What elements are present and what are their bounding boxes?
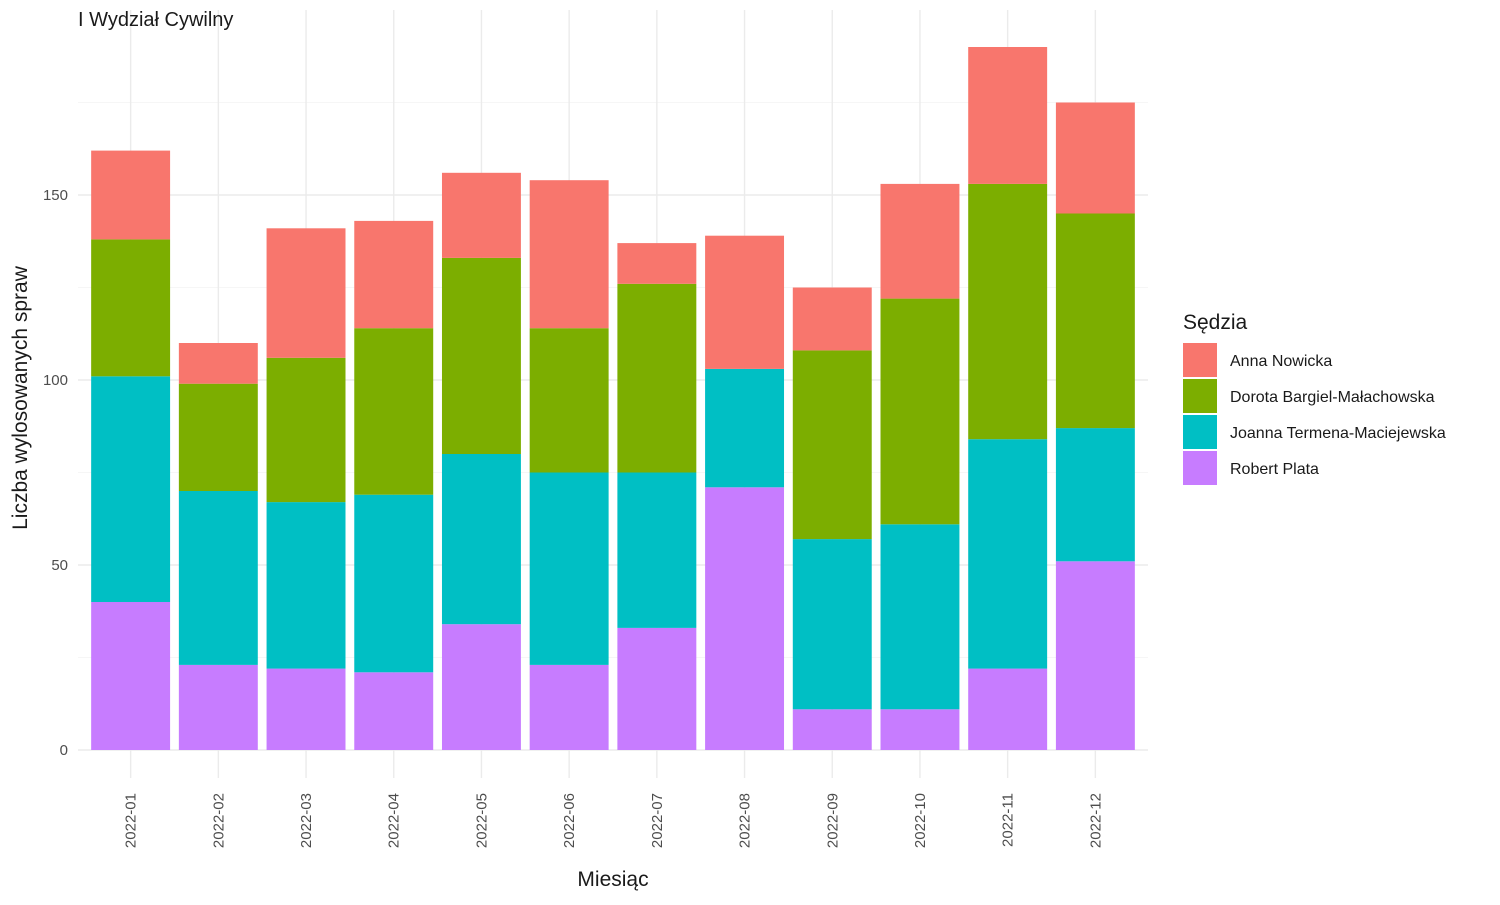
bar-segment	[792, 539, 872, 710]
y-axis-title: Liczba wylosowanych spraw	[9, 265, 32, 530]
bar-segment	[968, 183, 1048, 440]
bar-segment	[617, 472, 697, 628]
x-tick-label: 2022-03	[298, 793, 315, 848]
bar-segment	[91, 239, 171, 377]
bar-segment	[266, 502, 346, 669]
y-tick-label: 50	[51, 557, 68, 574]
x-tick-label: 2022-09	[824, 793, 841, 848]
legend-label: Robert Plata	[1230, 461, 1319, 478]
bar-segment	[178, 383, 258, 491]
x-tick-label: 2022-10	[912, 793, 929, 848]
legend-items: Anna Nowicka Dorota Bargiel-Małachowska Jo…	[1183, 343, 1446, 485]
bar-segment	[705, 235, 785, 369]
y-axis-ticks: 0 50 100 150	[43, 187, 68, 759]
y-tick-label: 100	[43, 372, 68, 389]
bar-segment	[880, 298, 960, 525]
x-tick-label: 2022-01	[123, 793, 140, 848]
bar-segment	[617, 243, 697, 284]
bar-segment	[529, 180, 609, 329]
bar-segment	[266, 668, 346, 750]
x-axis-ticks: 2022-01 2022-02 2022-03 2022-04 2022-05 2022-…	[123, 793, 1105, 848]
bar-segment	[441, 257, 521, 454]
bar-segment	[968, 47, 1048, 184]
bar-segment	[91, 150, 171, 240]
legend-label: Anna Nowicka	[1230, 353, 1332, 370]
bars	[91, 47, 1135, 750]
bar-segment	[529, 472, 609, 665]
bar-segment	[880, 524, 960, 710]
bar-segment	[968, 668, 1048, 750]
bar-segment	[880, 709, 960, 750]
legend-swatch	[1183, 451, 1217, 485]
bar-segment	[354, 328, 434, 495]
legend-swatch	[1183, 343, 1217, 377]
x-tick-label: 2022-11	[1000, 793, 1017, 847]
legend-swatch	[1183, 379, 1217, 413]
x-tick-label: 2022-07	[649, 793, 666, 848]
bar-segment	[266, 357, 346, 503]
bar-segment	[705, 487, 785, 750]
x-tick-label: 2022-02	[210, 793, 227, 848]
x-tick-label: 2022-08	[737, 793, 754, 848]
bar-segment	[91, 376, 171, 602]
bar-segment	[354, 220, 434, 329]
legend-swatch	[1183, 415, 1217, 449]
bar-segment	[354, 672, 434, 750]
bar-segment	[968, 439, 1048, 669]
bar-segment	[792, 287, 872, 351]
x-axis-title: Miesiąc	[577, 868, 648, 891]
bar-segment	[178, 664, 258, 750]
x-tick-label: 2022-05	[473, 793, 490, 848]
bar-segment	[705, 368, 785, 488]
bar-segment	[1055, 213, 1135, 429]
bar-segment	[529, 664, 609, 750]
bar-segment	[178, 491, 258, 665]
bar-segment	[354, 494, 434, 673]
x-tick-label: 2022-04	[386, 793, 403, 848]
bar-segment	[178, 343, 258, 384]
bar-segment	[266, 228, 346, 358]
bar-segment	[617, 627, 697, 750]
bar-segment	[91, 602, 171, 750]
bar-segment	[1055, 561, 1135, 750]
legend-label: Dorota Bargiel-Małachowska	[1230, 389, 1435, 406]
chart-title: I Wydział Cywilny	[78, 9, 233, 31]
bar-segment	[1055, 428, 1135, 562]
bar-segment	[792, 350, 872, 540]
bar-segment	[441, 624, 521, 750]
y-tick-label: 150	[43, 187, 68, 204]
bar-segment	[1055, 102, 1135, 214]
bar-segment	[441, 172, 521, 258]
legend-title: Sędzia	[1183, 311, 1248, 334]
bar-segment	[792, 709, 872, 750]
bar-segment	[441, 454, 521, 625]
bar-segment	[617, 283, 697, 473]
legend-label: Joanna Termena-Maciejewska	[1230, 425, 1446, 442]
y-tick-label: 0	[60, 742, 68, 759]
x-tick-label: 2022-12	[1087, 793, 1104, 848]
bar-segment	[880, 183, 960, 299]
x-tick-label: 2022-06	[561, 793, 578, 848]
bar-segment	[529, 328, 609, 473]
legend: Sędzia Anna Nowicka Dorota Bargiel-Małach…	[1183, 311, 1446, 485]
